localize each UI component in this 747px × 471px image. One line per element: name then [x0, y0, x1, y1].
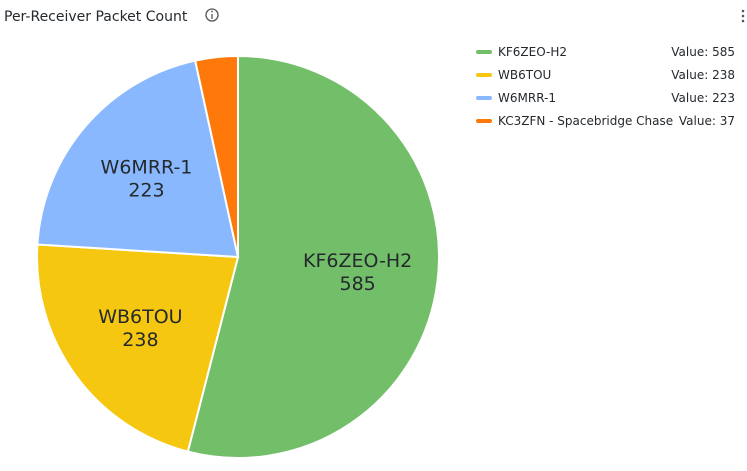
slice-label: WB6TOU 238	[98, 306, 182, 351]
legend-label: KC3ZFN - Spacebridge Chase	[498, 114, 673, 128]
legend-value-label: Value:	[671, 68, 708, 82]
legend-value-label: Value:	[671, 91, 708, 105]
slice-label-value: 585	[340, 273, 376, 295]
pie-slice	[193, 54, 239, 258]
legend-value: Value: 223	[671, 91, 735, 105]
legend-value-number: 238	[712, 68, 735, 82]
legend-value-label: Value:	[679, 114, 716, 128]
legend-value: Value: 238	[671, 68, 735, 82]
legend-value-label: Value:	[671, 45, 708, 59]
pie-slice	[186, 54, 440, 459]
slice-label-value: 223	[128, 179, 164, 201]
legend-value-number: 585	[712, 45, 735, 59]
legend-value-number: 37	[720, 114, 735, 128]
menu-icon[interactable]	[741, 9, 745, 23]
chart-title: Per-Receiver Packet Count	[4, 9, 188, 25]
legend-value-number: 223	[712, 91, 735, 105]
pie-slice	[36, 243, 240, 453]
info-icon[interactable]	[205, 8, 219, 22]
legend-value: Value: 585	[671, 45, 735, 59]
pie-slice	[36, 59, 240, 259]
slice-label-name: W6MRR-1	[101, 156, 193, 178]
legend-label: W6MRR-1	[498, 91, 556, 105]
legend-label: WB6TOU	[498, 68, 551, 82]
slice-label-name: WB6TOU	[98, 306, 182, 328]
slice-label-value: 238	[122, 329, 158, 351]
slice-label: KF6ZEO-H2 585	[303, 250, 412, 295]
slice-label-name: KF6ZEO-H2	[303, 250, 412, 272]
legend-label: KF6ZEO-H2	[498, 45, 567, 59]
legend-value: Value: 37	[679, 114, 735, 128]
slice-label: W6MRR-1 223	[101, 156, 193, 201]
